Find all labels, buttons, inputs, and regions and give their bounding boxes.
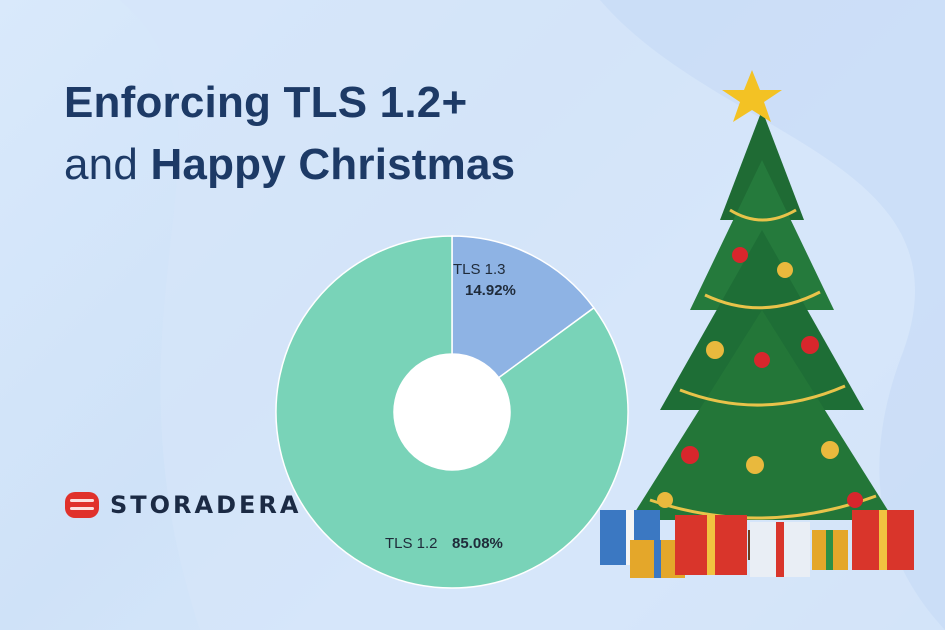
page-title: Enforcing TLS 1.2+ and Happy Christmas [64,72,515,196]
headline-line-2-prefix: and [64,140,151,189]
gift-icon [600,510,914,578]
storadera-logo-icon [65,492,99,518]
slice-label-tls-1-2: TLS 1.2 [385,535,438,552]
slice-value-tls-1-3: 14.92% [465,282,516,299]
brand-name: STORADERA [110,491,302,519]
headline-line-2-bold: Happy Christmas [150,140,516,189]
headline-line-1: Enforcing TLS 1.2+ [64,78,468,127]
slice-value-tls-1-2: 85.08% [452,535,503,552]
storadera-logo: STORADERA [64,490,301,520]
donut-hole [394,354,510,470]
slice-label-tls-1-3: TLS 1.3 [453,261,506,278]
star-icon [722,70,782,122]
christmas-tree-icon [600,70,914,578]
